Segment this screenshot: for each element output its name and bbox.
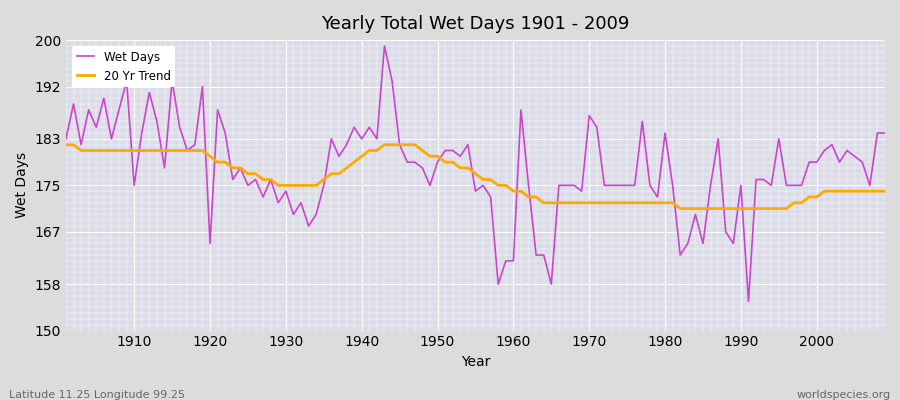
20 Yr Trend [599,200,610,205]
20 Yr Trend [500,183,511,188]
Title: Yearly Total Wet Days 1901 - 2009: Yearly Total Wet Days 1901 - 2009 [321,15,630,33]
Wet Days [122,78,132,83]
20 Yr Trend [675,206,686,211]
Text: Latitude 11.25 Longitude 99.25: Latitude 11.25 Longitude 99.25 [9,390,185,400]
Line: Wet Days: Wet Days [66,46,885,302]
20 Yr Trend [508,189,518,194]
20 Yr Trend [879,189,890,194]
20 Yr Trend [122,148,132,153]
Wet Days [508,258,518,263]
Wet Days [516,108,526,112]
Legend: Wet Days, 20 Yr Trend: Wet Days, 20 Yr Trend [72,46,176,87]
20 Yr Trend [288,183,299,188]
20 Yr Trend [60,142,71,147]
Wet Days [60,136,71,141]
Wet Days [879,131,890,136]
20 Yr Trend [334,171,345,176]
Y-axis label: Wet Days: Wet Days [15,152,29,218]
Wet Days [379,44,390,48]
Text: worldspecies.org: worldspecies.org [796,390,891,400]
Wet Days [607,183,617,188]
Wet Days [334,154,345,159]
Line: 20 Yr Trend: 20 Yr Trend [66,145,885,208]
Wet Days [288,212,299,217]
Wet Days [743,299,754,304]
X-axis label: Year: Year [461,355,491,369]
